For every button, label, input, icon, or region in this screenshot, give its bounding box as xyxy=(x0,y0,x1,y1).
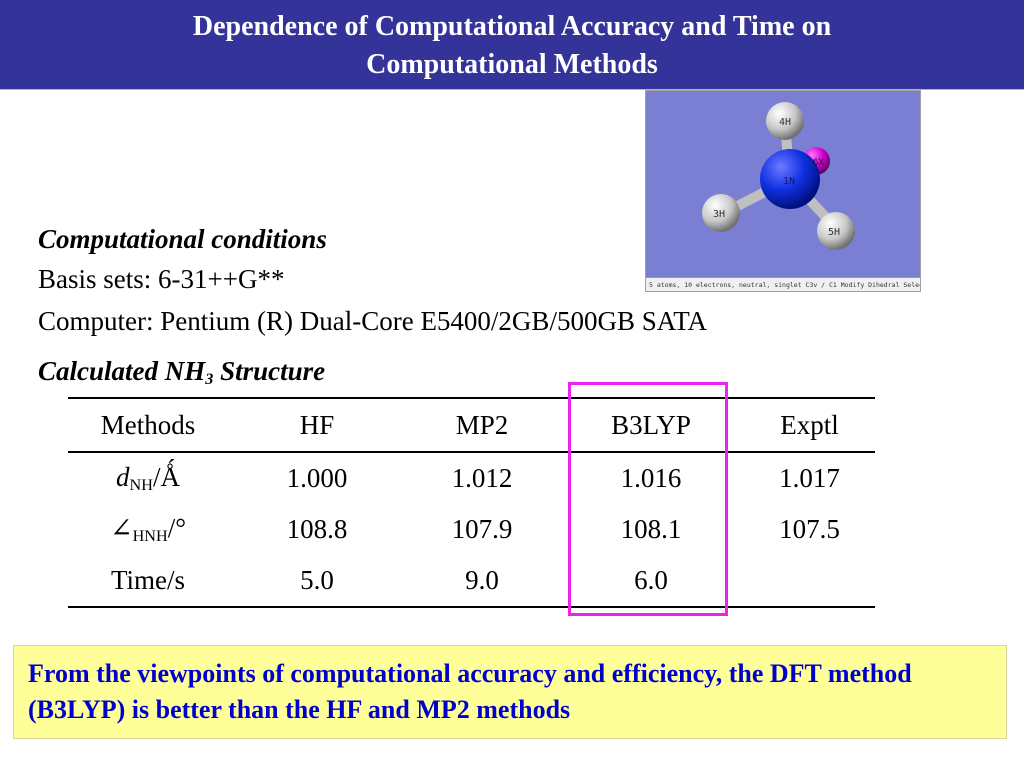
header-hf: HF xyxy=(228,397,406,453)
slide-title: Dependence of Computational Accuracy and… xyxy=(0,0,1024,90)
atom-h4 xyxy=(766,102,804,140)
b3lyp-highlight-box xyxy=(568,382,728,616)
structure-heading-subscript: 3 xyxy=(205,370,214,389)
header-exptl: Exptl xyxy=(744,397,875,453)
row-label-time: Time/s xyxy=(68,555,228,608)
structure-heading: Calculated NH3 Structure xyxy=(38,355,325,395)
slide-title-line-1: Dependence of Computational Accuracy and… xyxy=(192,11,832,42)
viewer-status-bar: 5 atoms, 10 electrons, neutral, singlet … xyxy=(646,277,920,291)
atom-label-5h: 5H xyxy=(828,227,840,238)
conditions-heading: Computational conditions xyxy=(38,224,327,254)
row-label-unit: /Ǻ xyxy=(152,461,180,492)
results-table: Methods HF MP2 B3LYP Exptl dNH/Ǻ 1.000 1… xyxy=(68,397,875,608)
table-row: Time/s 5.0 9.0 6.0 xyxy=(68,555,875,608)
row-label-main: ∠ xyxy=(109,512,133,543)
table-cell: 5.0 xyxy=(228,555,406,608)
conclusion-box: From the viewpoints of computational acc… xyxy=(13,645,1007,739)
header-methods: Methods xyxy=(68,397,228,453)
structure-heading-prefix: Calculated NH xyxy=(38,356,206,386)
row-label-main: Time/s xyxy=(110,565,186,595)
row-label-unit: /° xyxy=(167,512,186,543)
table-cell: 6.0 xyxy=(558,555,744,608)
table-cell: 107.5 xyxy=(779,514,840,544)
atom-label-6x: 6X xyxy=(813,158,824,168)
row-label-main: d xyxy=(116,461,130,492)
table-cell: 107.9 xyxy=(451,514,513,544)
table-cell: 9.0 xyxy=(406,555,558,608)
atom-label-1n: 1N xyxy=(783,176,795,187)
conclusion-text: From the viewpoints of computational acc… xyxy=(28,659,912,724)
header-b3lyp: B3LYP xyxy=(558,397,744,453)
table-cell: 1.016 xyxy=(620,463,682,493)
table-cell: 108.1 xyxy=(620,514,682,544)
table-cell xyxy=(744,555,875,608)
slide-title-line-2: Computational Methods xyxy=(366,49,658,80)
basis-sets-line: Basis sets: 6-31++G** xyxy=(38,264,285,294)
row-label-bond-angle: ∠HNH/° xyxy=(68,504,228,555)
molecule-viewer: 4H 1N 3H 5H 6X 5 atoms, 10 electrons, ne… xyxy=(645,90,921,292)
table-cell: 108.8 xyxy=(286,514,348,544)
atom-label-4h: 4H xyxy=(779,117,791,128)
header-mp2: MP2 xyxy=(406,397,558,453)
table-cell: 1.000 xyxy=(286,463,348,493)
table-cell: 1.012 xyxy=(451,463,513,493)
row-label-sub: NH xyxy=(129,476,153,495)
table-header-row: Methods HF MP2 B3LYP Exptl xyxy=(68,397,875,453)
structure-heading-suffix: Structure xyxy=(213,356,326,386)
atom-label-3h: 3H xyxy=(713,209,725,220)
nh3-molecule-image: 4H 1N 3H 5H 6X xyxy=(702,102,855,250)
atom-h5 xyxy=(817,212,855,250)
table-row: ∠HNH/° 108.8 107.9 108.1 107.5 xyxy=(68,504,875,555)
table-row: dNH/Ǻ 1.000 1.012 1.016 1.017 xyxy=(68,452,875,504)
table-cell: 1.017 xyxy=(779,463,840,493)
atom-h3 xyxy=(702,194,740,232)
row-label-bond-length: dNH/Ǻ xyxy=(68,452,228,504)
atom-n1 xyxy=(760,149,820,209)
computer-line: Computer: Pentium (R) Dual-Core E5400/2G… xyxy=(38,306,708,336)
row-label-sub: HNH xyxy=(132,527,168,546)
